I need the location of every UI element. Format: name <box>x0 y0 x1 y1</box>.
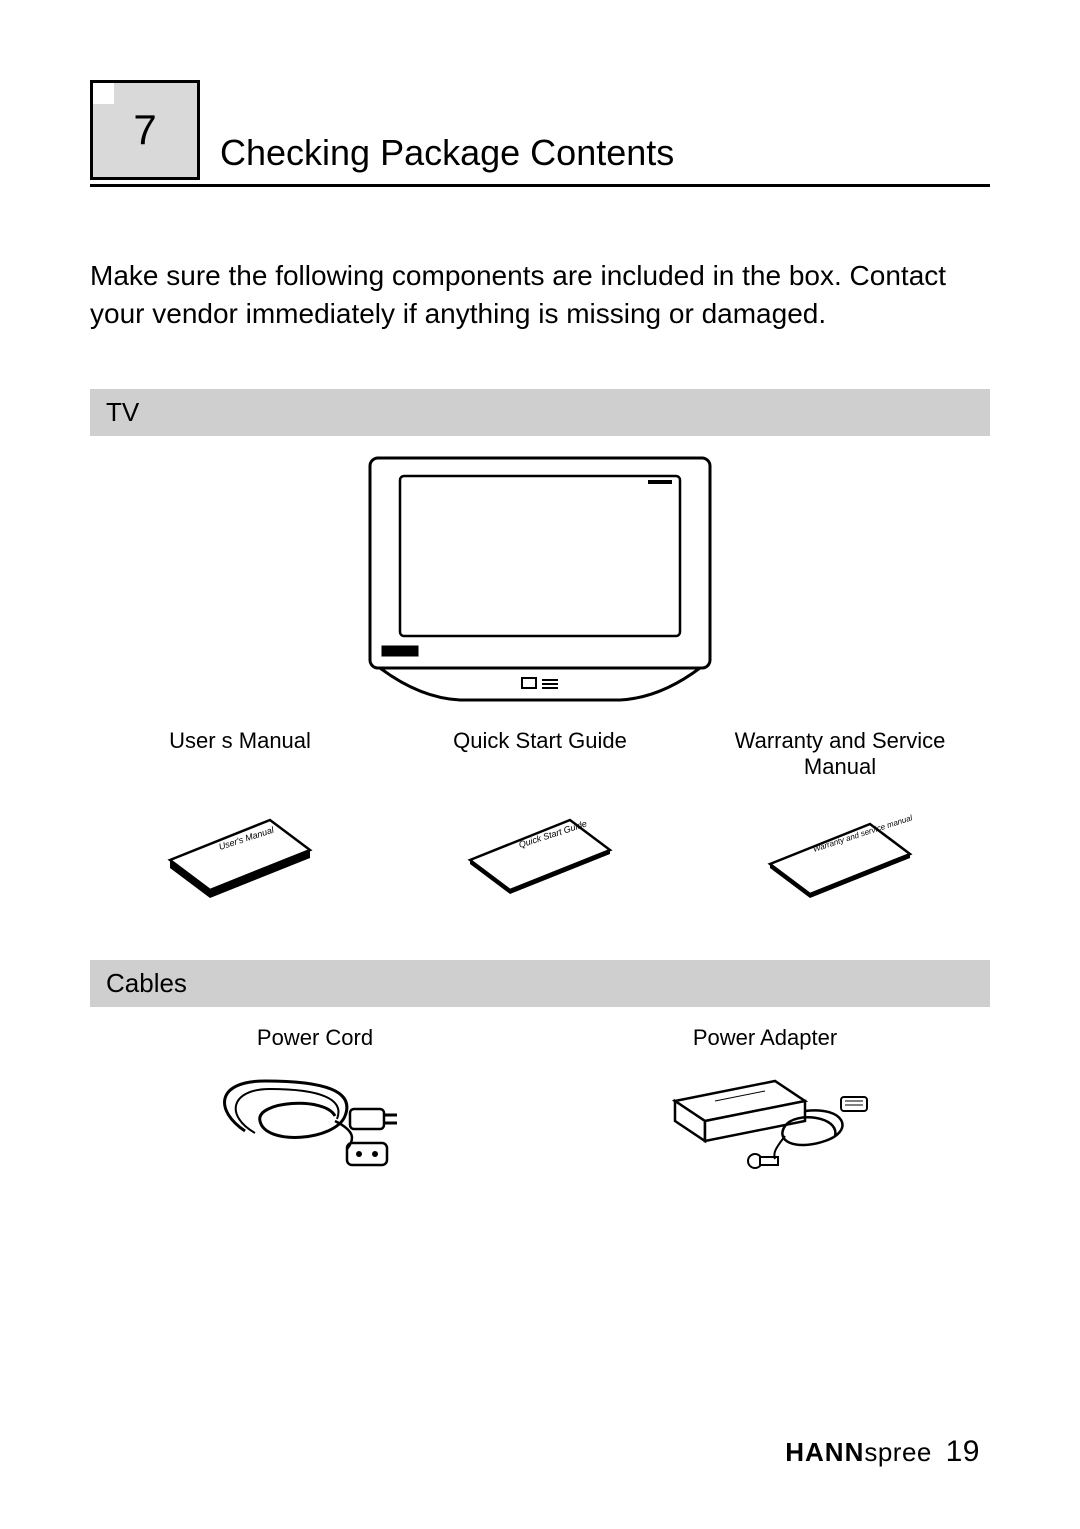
cables-row: Power Cord Power Adapter <box>90 1025 990 1181</box>
intro-paragraph: Make sure the following components are i… <box>90 257 990 333</box>
page-footer: HANNspree 19 <box>785 1435 980 1469</box>
tv-icon <box>360 448 720 708</box>
footer-brand-light: spree <box>864 1437 932 1467</box>
manual-label: Warranty and Service Manual <box>735 728 946 781</box>
footer-brand-bold: HANN <box>785 1437 864 1467</box>
power-adapter-icon <box>645 1061 885 1181</box>
chapter-number: 7 <box>133 106 156 154</box>
section-heading-cables: Cables <box>90 960 990 1007</box>
cable-item: Power Adapter <box>540 1025 990 1181</box>
chapter-tab-decor <box>90 80 114 104</box>
cable-label: Power Adapter <box>693 1025 837 1051</box>
cable-label: Power Cord <box>257 1025 373 1051</box>
booklet-icon: Quick Start Guide <box>450 790 630 900</box>
manuals-row: User s Manual User's Manual Quick Start … <box>90 728 990 905</box>
manual-item: Quick Start Guide Quick Start Guide <box>390 728 690 905</box>
manual-item: Warranty and Service Manual Warranty and… <box>690 728 990 905</box>
booklet-icon: Warranty and service manual <box>750 794 930 904</box>
manual-label: User s Manual <box>169 728 311 776</box>
footer-page-number: 19 <box>946 1435 980 1468</box>
power-cord-icon <box>205 1061 425 1181</box>
chapter-title: Checking Package Contents <box>220 132 674 180</box>
manual-page: 7 Checking Package Contents Make sure th… <box>0 0 1080 1529</box>
section-heading-tv: TV <box>90 389 990 436</box>
chapter-header: 7 Checking Package Contents <box>90 80 990 187</box>
booklet-icon: User's Manual <box>150 790 330 900</box>
cable-item: Power Cord <box>90 1025 540 1181</box>
tv-illustration <box>90 448 990 708</box>
manual-item: User s Manual User's Manual <box>90 728 390 905</box>
manual-label: Quick Start Guide <box>453 728 627 776</box>
chapter-number-box: 7 <box>90 80 200 180</box>
